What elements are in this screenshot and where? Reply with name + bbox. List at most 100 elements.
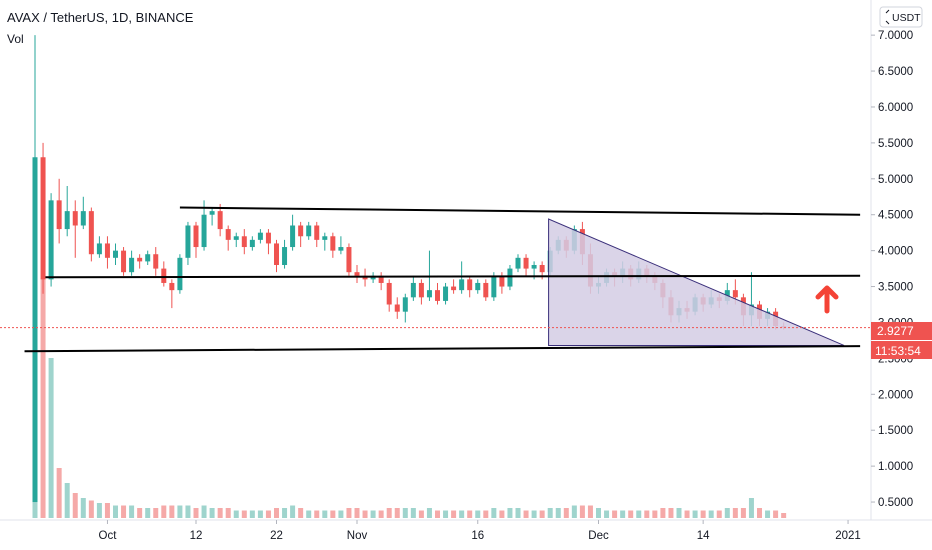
chevron-icon: [885, 9, 890, 25]
volume-bar: [394, 508, 400, 518]
volume-bar: [282, 508, 288, 518]
volume-bar: [555, 508, 561, 518]
volume-bar: [378, 510, 384, 518]
candle-body: [241, 236, 247, 248]
volume-bar: [507, 508, 513, 518]
volume-bar: [596, 508, 601, 518]
candle-body: [418, 282, 424, 298]
volume-bar: [483, 510, 489, 518]
volume-bar: [233, 510, 239, 518]
lower-line[interactable]: [24, 345, 861, 353]
volume-bar: [435, 510, 440, 518]
volume-bar: [571, 505, 577, 518]
candle-body: [475, 282, 481, 291]
volume-bar: [80, 498, 86, 518]
candle-body: [354, 272, 360, 276]
volume-bar: [563, 508, 569, 518]
volume-bar: [491, 508, 497, 518]
volume-bar: [169, 505, 175, 518]
volume-bar: [628, 510, 634, 518]
candle-body: [96, 243, 102, 255]
currency-label: USDT: [892, 12, 921, 24]
volume-bar: [249, 510, 255, 518]
volume-bar: [539, 510, 545, 518]
support-line[interactable]: [45, 274, 861, 279]
candle-body: [338, 247, 344, 251]
time-tick-label: Nov: [347, 530, 368, 542]
volume-bar: [48, 358, 54, 518]
volume-bar: [700, 510, 706, 518]
candle-body: [290, 225, 296, 248]
candle-body: [249, 239, 255, 248]
volume-bar: [104, 503, 110, 518]
currency-button[interactable]: USDT: [879, 6, 923, 28]
volume-bar: [684, 510, 690, 518]
descending-triangle-pattern[interactable]: [548, 218, 845, 346]
volume-bar: [145, 508, 151, 518]
volume-bar: [410, 508, 416, 518]
volume-bar: [113, 505, 118, 518]
volume-bar: [346, 508, 352, 518]
price-tick-label: 5.0000: [878, 174, 913, 186]
candle-body: [298, 225, 304, 237]
candle-body: [732, 290, 738, 298]
price-tick-label: 5.5000: [878, 138, 913, 150]
volume-bar: [499, 510, 505, 518]
volume-bar: [386, 508, 392, 518]
candle-body: [209, 211, 215, 215]
candle-body: [201, 214, 207, 248]
volume-bar: [636, 510, 642, 518]
candle-body: [531, 265, 537, 269]
candle-body: [426, 290, 432, 298]
candle-body: [467, 279, 473, 291]
volume-bar: [467, 510, 473, 518]
candle-body: [523, 257, 529, 269]
time-tick-label: Dec: [588, 530, 609, 542]
volume-bar: [64, 483, 70, 518]
candle-body: [322, 236, 328, 240]
candle-body: [402, 297, 408, 312]
volume-bar: [40, 278, 46, 518]
drawing-layer[interactable]: [24, 206, 861, 353]
volume-bar: [515, 508, 521, 518]
price-tick-label: 6.0000: [878, 102, 913, 114]
arrow-up-icon: [815, 285, 839, 314]
volume-bar: [660, 508, 666, 518]
time-axis[interactable]: Oct 12 22 Nov 16 Dec 14 2021: [99, 520, 861, 542]
candle-body: [306, 225, 312, 237]
price-axis[interactable]: 7.0000 6.5000 6.0000 5.5000 5.0000 4.5000 4.00…: [871, 30, 913, 509]
volume-label: Vol: [7, 32, 24, 46]
last-price-badge: 2.9277: [871, 322, 932, 340]
candle-body: [80, 211, 86, 226]
candle-body: [378, 275, 384, 283]
volume-bar: [265, 510, 271, 518]
price-tick-label: 2.0000: [878, 389, 913, 401]
time-tick-label: 12: [190, 530, 203, 542]
volume-bar: [426, 508, 432, 518]
volume-bar: [523, 510, 529, 518]
volume-bar: [692, 510, 698, 518]
last-price-value: 2.9277: [877, 324, 914, 338]
volume-bar: [298, 508, 304, 518]
candle-body: [539, 265, 545, 273]
candle-body: [113, 250, 118, 258]
volume-bar: [306, 510, 312, 518]
volume-bar: [88, 500, 94, 518]
volume-bar: [475, 510, 481, 518]
chart-title: AVAX / TetherUS, 1D, BINANCE: [7, 10, 194, 25]
volume-bar: [370, 510, 376, 518]
volume-bar: [732, 508, 738, 518]
candle-body: [169, 282, 175, 291]
price-tick-label: 6.5000: [878, 66, 913, 78]
volume-bar: [72, 493, 78, 518]
candle-body: [72, 211, 78, 226]
price-tick-label: 7.0000: [878, 30, 913, 42]
volume-bar: [443, 510, 449, 518]
time-tick-label: 22: [270, 530, 283, 542]
volume-bar: [531, 510, 537, 518]
candle-body: [346, 247, 352, 273]
resistance-line[interactable]: [179, 206, 861, 216]
candle-body: [193, 225, 199, 248]
price-tick-label: 1.5000: [878, 425, 913, 437]
